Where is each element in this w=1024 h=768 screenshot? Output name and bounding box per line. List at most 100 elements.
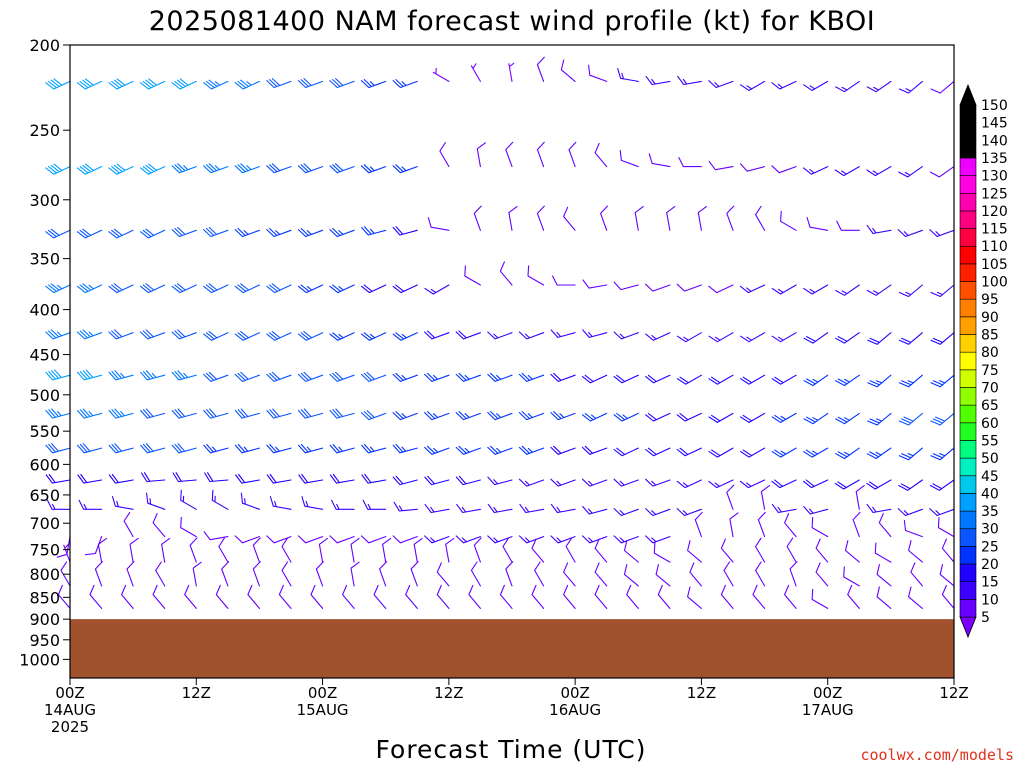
wind-barb-path — [755, 561, 766, 587]
wind-barb — [297, 284, 324, 294]
wind-barb-path — [771, 447, 797, 458]
wind-barb-path — [350, 561, 360, 587]
wind-barb-path — [361, 473, 387, 484]
wind-barb-path — [581, 535, 608, 544]
wind-barb-path — [297, 408, 324, 419]
wind-barb — [866, 503, 892, 514]
wind-barb-path — [436, 562, 450, 587]
wind-barb — [487, 411, 513, 421]
wind-barb — [234, 163, 260, 174]
wind-barb-path — [582, 505, 608, 515]
colorbar-tick-label: 105 — [981, 257, 1008, 273]
wind-barb-path — [180, 489, 197, 510]
colorbar-swatch — [959, 422, 977, 441]
wind-barb-path — [752, 584, 766, 609]
wind-barb — [634, 206, 644, 231]
wind-barb-path — [329, 78, 355, 89]
wind-barb — [235, 473, 260, 484]
wind-barb-path — [329, 227, 355, 238]
wind-barb — [676, 479, 702, 489]
wind-barb-path — [78, 499, 103, 510]
wind-barb-path — [487, 476, 513, 486]
colorbar-swatch — [959, 281, 977, 300]
wind-barb-path — [645, 374, 671, 384]
wind-barb-path — [534, 561, 545, 587]
wind-barb-path — [676, 412, 702, 422]
wind-barb — [563, 584, 576, 609]
wind-barb-path — [297, 163, 324, 174]
wind-barb-path — [505, 561, 514, 587]
wind-barb — [473, 205, 482, 231]
wind-barb — [594, 142, 608, 168]
wind-barb — [898, 166, 923, 178]
wind-barb-path — [192, 561, 202, 587]
wind-barb — [898, 447, 923, 461]
wind-barb-path — [392, 164, 418, 174]
wind-barb — [424, 411, 450, 421]
wind-barb — [560, 59, 576, 82]
wind-barb — [835, 374, 860, 387]
wind-barb-path — [76, 408, 103, 419]
wind-barb-path — [464, 265, 481, 286]
wind-barb-path — [252, 537, 261, 563]
wind-barb — [45, 443, 71, 454]
wind-barb-path — [146, 492, 166, 510]
wind-barb-path — [581, 412, 608, 422]
wind-barb — [760, 485, 771, 510]
wind-barb-path — [77, 473, 103, 484]
wind-barb-path — [140, 472, 166, 483]
wind-barb — [867, 374, 892, 388]
wind-barb — [436, 562, 450, 587]
colorbar-tick-label: 90 — [981, 310, 999, 326]
wind-barb — [45, 163, 71, 175]
wind-barb-path — [329, 371, 355, 382]
colorbar-swatch — [959, 334, 977, 353]
wind-barb-path — [350, 537, 360, 563]
wind-barb-path — [697, 206, 707, 231]
wind-barb — [252, 537, 261, 563]
wind-barb — [171, 408, 197, 419]
wind-barb — [266, 408, 292, 419]
wind-barb — [424, 284, 450, 295]
wind-barb-path — [203, 163, 229, 174]
wind-barb-path — [941, 538, 955, 563]
wind-barb — [361, 473, 387, 484]
wind-barb — [473, 537, 482, 563]
wind-barb — [155, 561, 166, 587]
wind-barb — [784, 584, 797, 609]
wind-barb-path — [803, 80, 829, 91]
wind-barb-path — [266, 371, 292, 382]
wind-barb-path — [392, 535, 418, 544]
wind-barb — [740, 80, 766, 91]
colorbar-tick-label: 20 — [981, 557, 999, 573]
wind-barb — [203, 531, 229, 541]
wind-barb-path — [297, 227, 324, 238]
wind-barb-path — [937, 517, 955, 538]
wind-barb — [518, 478, 545, 487]
wind-barb-path — [930, 284, 955, 298]
wind-barb — [392, 332, 418, 341]
wind-barb-path — [903, 519, 923, 538]
wind-barb-path — [836, 220, 860, 231]
wind-barb — [427, 217, 450, 231]
wind-barb — [613, 331, 639, 340]
wind-barb — [550, 535, 576, 544]
wind-barb-path — [310, 584, 324, 609]
wind-barb — [708, 374, 734, 385]
wind-barb — [835, 80, 860, 93]
wind-barb-path — [676, 283, 702, 292]
wind-barb-path — [898, 166, 923, 178]
y-tick-label: 450 — [29, 346, 60, 365]
wind-barb — [350, 561, 360, 587]
wind-barb — [582, 505, 608, 515]
wind-barb — [97, 537, 108, 563]
wind-barb-path — [297, 371, 324, 382]
wind-barb-path — [613, 412, 639, 422]
wind-barb — [771, 80, 797, 90]
colorbar-tick-label: 15 — [981, 575, 999, 591]
wind-barb-path — [45, 408, 71, 419]
wind-barb — [835, 447, 860, 460]
wind-barb-path — [594, 584, 608, 609]
wind-barb — [903, 519, 923, 538]
wind-barb-path — [771, 80, 797, 90]
